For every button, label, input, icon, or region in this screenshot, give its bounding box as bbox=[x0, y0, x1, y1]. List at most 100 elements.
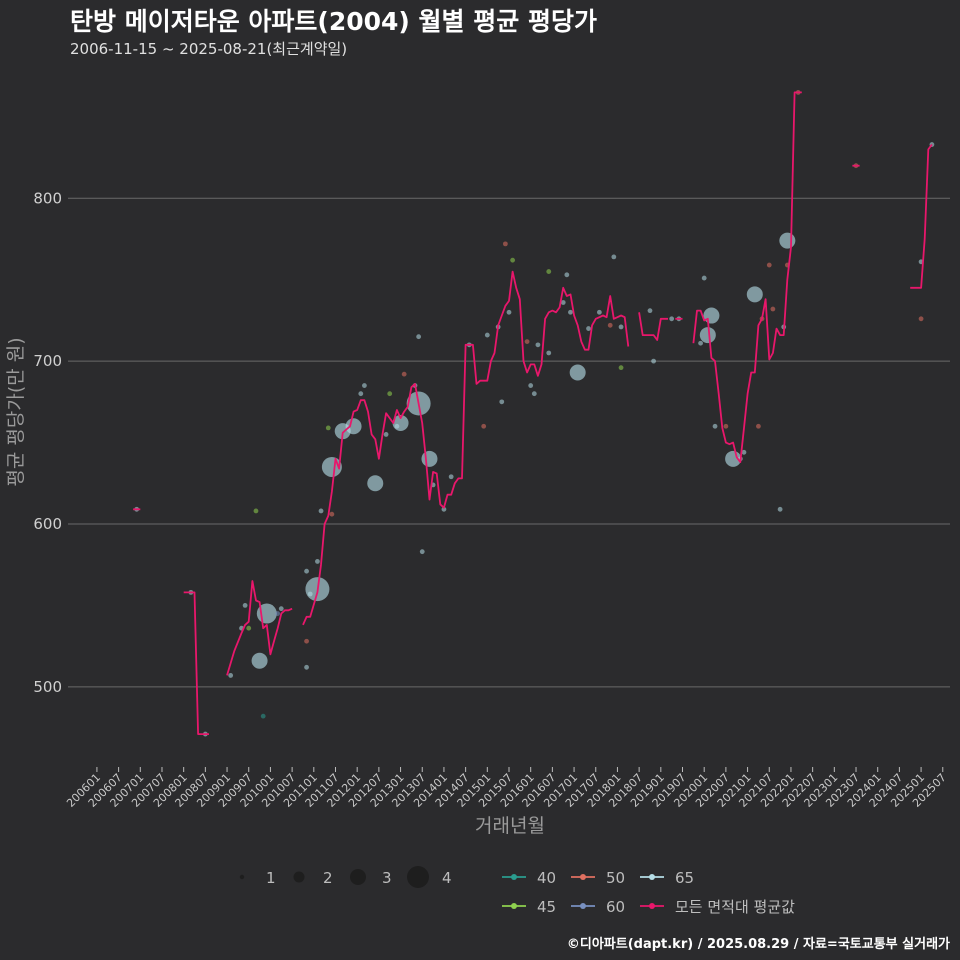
transaction-point bbox=[502, 241, 508, 247]
transaction-point bbox=[777, 506, 783, 512]
size-legend-symbol bbox=[293, 871, 305, 883]
area-legend-dot bbox=[649, 874, 655, 880]
transaction-point bbox=[441, 506, 447, 512]
transaction-point bbox=[362, 383, 367, 388]
transaction-point bbox=[304, 638, 309, 644]
y-axis-title: 평균 평당가(만 원) bbox=[5, 337, 27, 486]
transaction-point bbox=[741, 449, 747, 455]
grid-layer bbox=[68, 197, 950, 688]
size-legend-label: 4 bbox=[442, 869, 452, 887]
average-price-line bbox=[302, 270, 630, 626]
transaction-point bbox=[535, 342, 541, 348]
average-price-line bbox=[692, 91, 802, 463]
transaction-point bbox=[304, 568, 309, 574]
transaction-point bbox=[756, 423, 761, 429]
transaction-point bbox=[618, 365, 624, 371]
transaction-point bbox=[260, 713, 266, 719]
transaction-point bbox=[325, 425, 331, 431]
y-tick-label: 600 bbox=[33, 515, 62, 533]
transaction-point bbox=[651, 358, 656, 364]
size-legend-symbol bbox=[350, 869, 366, 885]
transaction-point bbox=[607, 322, 613, 328]
transaction-point bbox=[416, 334, 422, 340]
area-legend-label: 60 bbox=[606, 898, 625, 916]
y-tick-label: 500 bbox=[33, 678, 62, 696]
transaction-point bbox=[618, 324, 624, 330]
transaction-point bbox=[278, 606, 284, 612]
chart-subtitle: 2006-11-15 ~ 2025-08-21(최근계약일) bbox=[70, 40, 348, 58]
transaction-point bbox=[387, 391, 393, 397]
x-axis-ticks: 2006012006072007012007072008012008072009… bbox=[64, 767, 949, 810]
transaction-point bbox=[647, 308, 653, 314]
transaction-point bbox=[329, 511, 335, 517]
transaction-point bbox=[528, 383, 534, 388]
y-axis-ticks: 500 600 700 800 bbox=[33, 189, 62, 696]
transaction-point bbox=[367, 475, 384, 492]
transaction-point bbox=[531, 391, 537, 397]
transaction-point bbox=[546, 350, 552, 356]
transaction-point bbox=[246, 625, 252, 631]
area-legend-dot bbox=[511, 903, 517, 909]
size-legend-label: 3 bbox=[382, 869, 392, 887]
area-legend-dot bbox=[580, 903, 586, 909]
transaction-point bbox=[712, 423, 718, 429]
transaction-point bbox=[746, 286, 763, 303]
transaction-point bbox=[669, 316, 675, 322]
transaction-point bbox=[611, 254, 617, 260]
area-legend-dot bbox=[649, 903, 655, 909]
transaction-point bbox=[275, 611, 281, 616]
transaction-point bbox=[242, 603, 248, 608]
transaction-point bbox=[484, 332, 490, 338]
transaction-point bbox=[510, 257, 516, 263]
transaction-point bbox=[524, 339, 530, 344]
legend: 1 2 3 4 40 50 65 45 60 모든 면적대 평균값 bbox=[239, 866, 795, 916]
transaction-point bbox=[723, 423, 729, 429]
size-legend-symbol bbox=[407, 866, 429, 888]
transaction-point bbox=[421, 450, 438, 467]
average-line-layer bbox=[133, 91, 933, 735]
transaction-point bbox=[304, 664, 309, 670]
source-credit: ©디아파트(dapt.kr) / 2025.08.29 / 자료=국토교통부 실… bbox=[566, 937, 950, 952]
area-legend-label: 45 bbox=[537, 898, 556, 916]
average-price-line bbox=[226, 580, 293, 676]
transaction-point bbox=[481, 423, 487, 429]
transaction-point bbox=[318, 508, 324, 514]
transaction-point bbox=[419, 549, 425, 555]
transaction-point bbox=[499, 399, 505, 405]
average-price-line bbox=[183, 591, 209, 735]
transaction-point bbox=[699, 327, 716, 344]
transaction-point bbox=[779, 232, 796, 249]
y-tick-label: 700 bbox=[33, 352, 62, 370]
area-legend-label: 40 bbox=[537, 869, 556, 887]
transaction-point bbox=[392, 415, 409, 432]
transaction-point bbox=[918, 316, 924, 322]
transaction-point bbox=[725, 450, 742, 467]
transaction-point bbox=[251, 652, 268, 669]
transaction-point bbox=[448, 474, 454, 480]
points-layer bbox=[134, 90, 935, 737]
size-legend-symbol bbox=[239, 874, 245, 880]
transaction-point bbox=[315, 559, 320, 564]
transaction-point bbox=[703, 307, 720, 324]
transaction-point bbox=[770, 306, 776, 312]
transaction-point bbox=[560, 300, 566, 305]
average-price-line bbox=[910, 143, 933, 289]
transaction-point bbox=[383, 432, 389, 437]
chart-title: 탄방 메이저타운 아파트(2004) 월별 평균 평당가 bbox=[70, 7, 597, 36]
transaction-point bbox=[401, 371, 407, 377]
x-axis-title: 거래년월 bbox=[475, 815, 545, 837]
transaction-point bbox=[358, 391, 364, 397]
average-price-line bbox=[638, 312, 668, 341]
transaction-point bbox=[564, 272, 570, 278]
size-legend-label: 2 bbox=[323, 869, 333, 887]
transaction-point bbox=[701, 275, 707, 281]
transaction-point bbox=[596, 309, 602, 315]
y-tick-label: 800 bbox=[33, 189, 62, 207]
transaction-point bbox=[506, 309, 512, 315]
size-legend-label: 1 bbox=[266, 869, 276, 887]
transaction-point bbox=[698, 340, 703, 346]
transaction-point bbox=[253, 508, 259, 514]
transaction-point bbox=[568, 309, 573, 315]
transaction-point bbox=[546, 269, 552, 274]
